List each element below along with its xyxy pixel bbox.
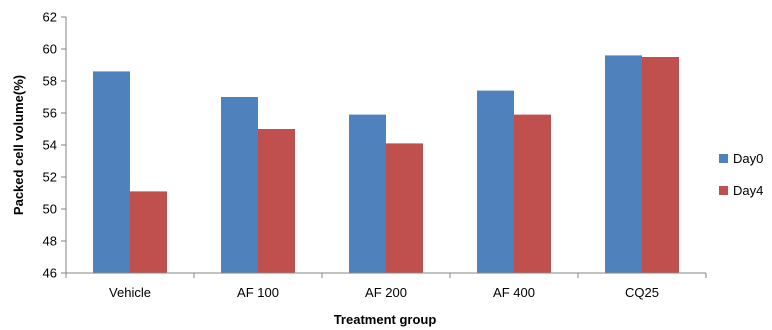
x-tick-label: AF 400 — [493, 285, 535, 300]
bar-day4-af200 — [386, 143, 423, 273]
y-tick-label: 48 — [43, 234, 57, 249]
bar-day4-vehicle — [130, 191, 167, 273]
x-axis-ticks: Vehicle AF 100 AF 200 AF 400 CQ25 — [65, 273, 707, 300]
bar-day0-af100 — [221, 97, 258, 273]
bar-day0-af200 — [349, 114, 386, 273]
bar-day0-vehicle — [93, 71, 130, 274]
bar-day0-cq25 — [605, 55, 642, 274]
y-tick-label: 56 — [43, 106, 57, 121]
legend-label-day0: Day0 — [733, 151, 763, 166]
bar-day4-cq25 — [642, 57, 679, 273]
y-tick-label: 62 — [43, 10, 57, 25]
y-tick-label: 50 — [43, 202, 57, 217]
x-tick-label: Vehicle — [109, 285, 151, 300]
x-tick-label: AF 100 — [237, 285, 279, 300]
y-tick-label: 60 — [43, 42, 57, 57]
bar-day4-af400 — [514, 114, 551, 273]
x-tick-label: AF 200 — [365, 285, 407, 300]
x-tick-label: CQ25 — [625, 285, 659, 300]
bar-day4-af100 — [258, 129, 295, 273]
bars — [93, 55, 679, 274]
bar-day0-af400 — [477, 90, 514, 273]
y-tick-label: 46 — [43, 266, 57, 281]
y-tick-label: 52 — [43, 170, 57, 185]
legend-swatch-day0 — [719, 154, 728, 163]
y-tick-label: 54 — [43, 138, 57, 153]
legend-swatch-day4 — [719, 186, 728, 195]
y-axis-title: Packed cell volume(%) — [11, 75, 26, 215]
legend: Day0 Day4 — [719, 151, 763, 198]
x-axis-title: Treatment group — [334, 312, 437, 327]
y-tick-label: 58 — [43, 74, 57, 89]
legend-label-day4: Day4 — [733, 183, 763, 198]
y-axis-ticks: 46 48 50 52 54 56 58 60 62 — [43, 10, 66, 281]
